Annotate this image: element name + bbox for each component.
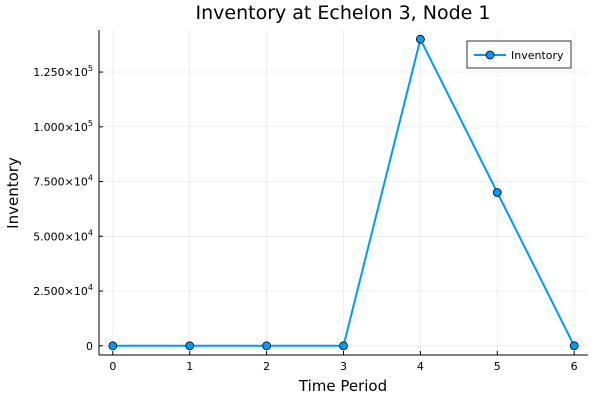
data-point	[570, 342, 578, 350]
y-tick-label: 2.500×104	[33, 283, 93, 298]
y-tick-label: 7.500×104	[33, 174, 93, 189]
x-axis-label: Time Period	[298, 377, 387, 395]
data-point	[186, 342, 194, 350]
y-tick-label: 1.250×105	[33, 64, 93, 79]
x-tick-label: 4	[417, 360, 424, 373]
legend: Inventory	[467, 41, 571, 68]
data-point	[109, 342, 117, 350]
x-tick-label: 0	[109, 360, 116, 373]
data-point	[263, 342, 271, 350]
y-tick-label: 5.000×104	[33, 228, 93, 243]
x-tick-label: 5	[494, 360, 501, 373]
y-axis-label: Inventory	[4, 157, 22, 229]
y-tick-label: 1.000×105	[33, 119, 93, 134]
y-tick-label: 0	[86, 340, 93, 353]
legend-marker	[486, 51, 494, 59]
data-point	[340, 342, 348, 350]
x-tick-label: 2	[263, 360, 270, 373]
data-point	[416, 35, 424, 43]
x-tick-label: 6	[571, 360, 578, 373]
chart-title: Inventory at Echelon 3, Node 1	[196, 2, 491, 24]
data-point	[493, 189, 501, 197]
legend-label: Inventory	[511, 49, 564, 62]
x-tick-label: 1	[186, 360, 193, 373]
x-tick-label: 3	[340, 360, 347, 373]
